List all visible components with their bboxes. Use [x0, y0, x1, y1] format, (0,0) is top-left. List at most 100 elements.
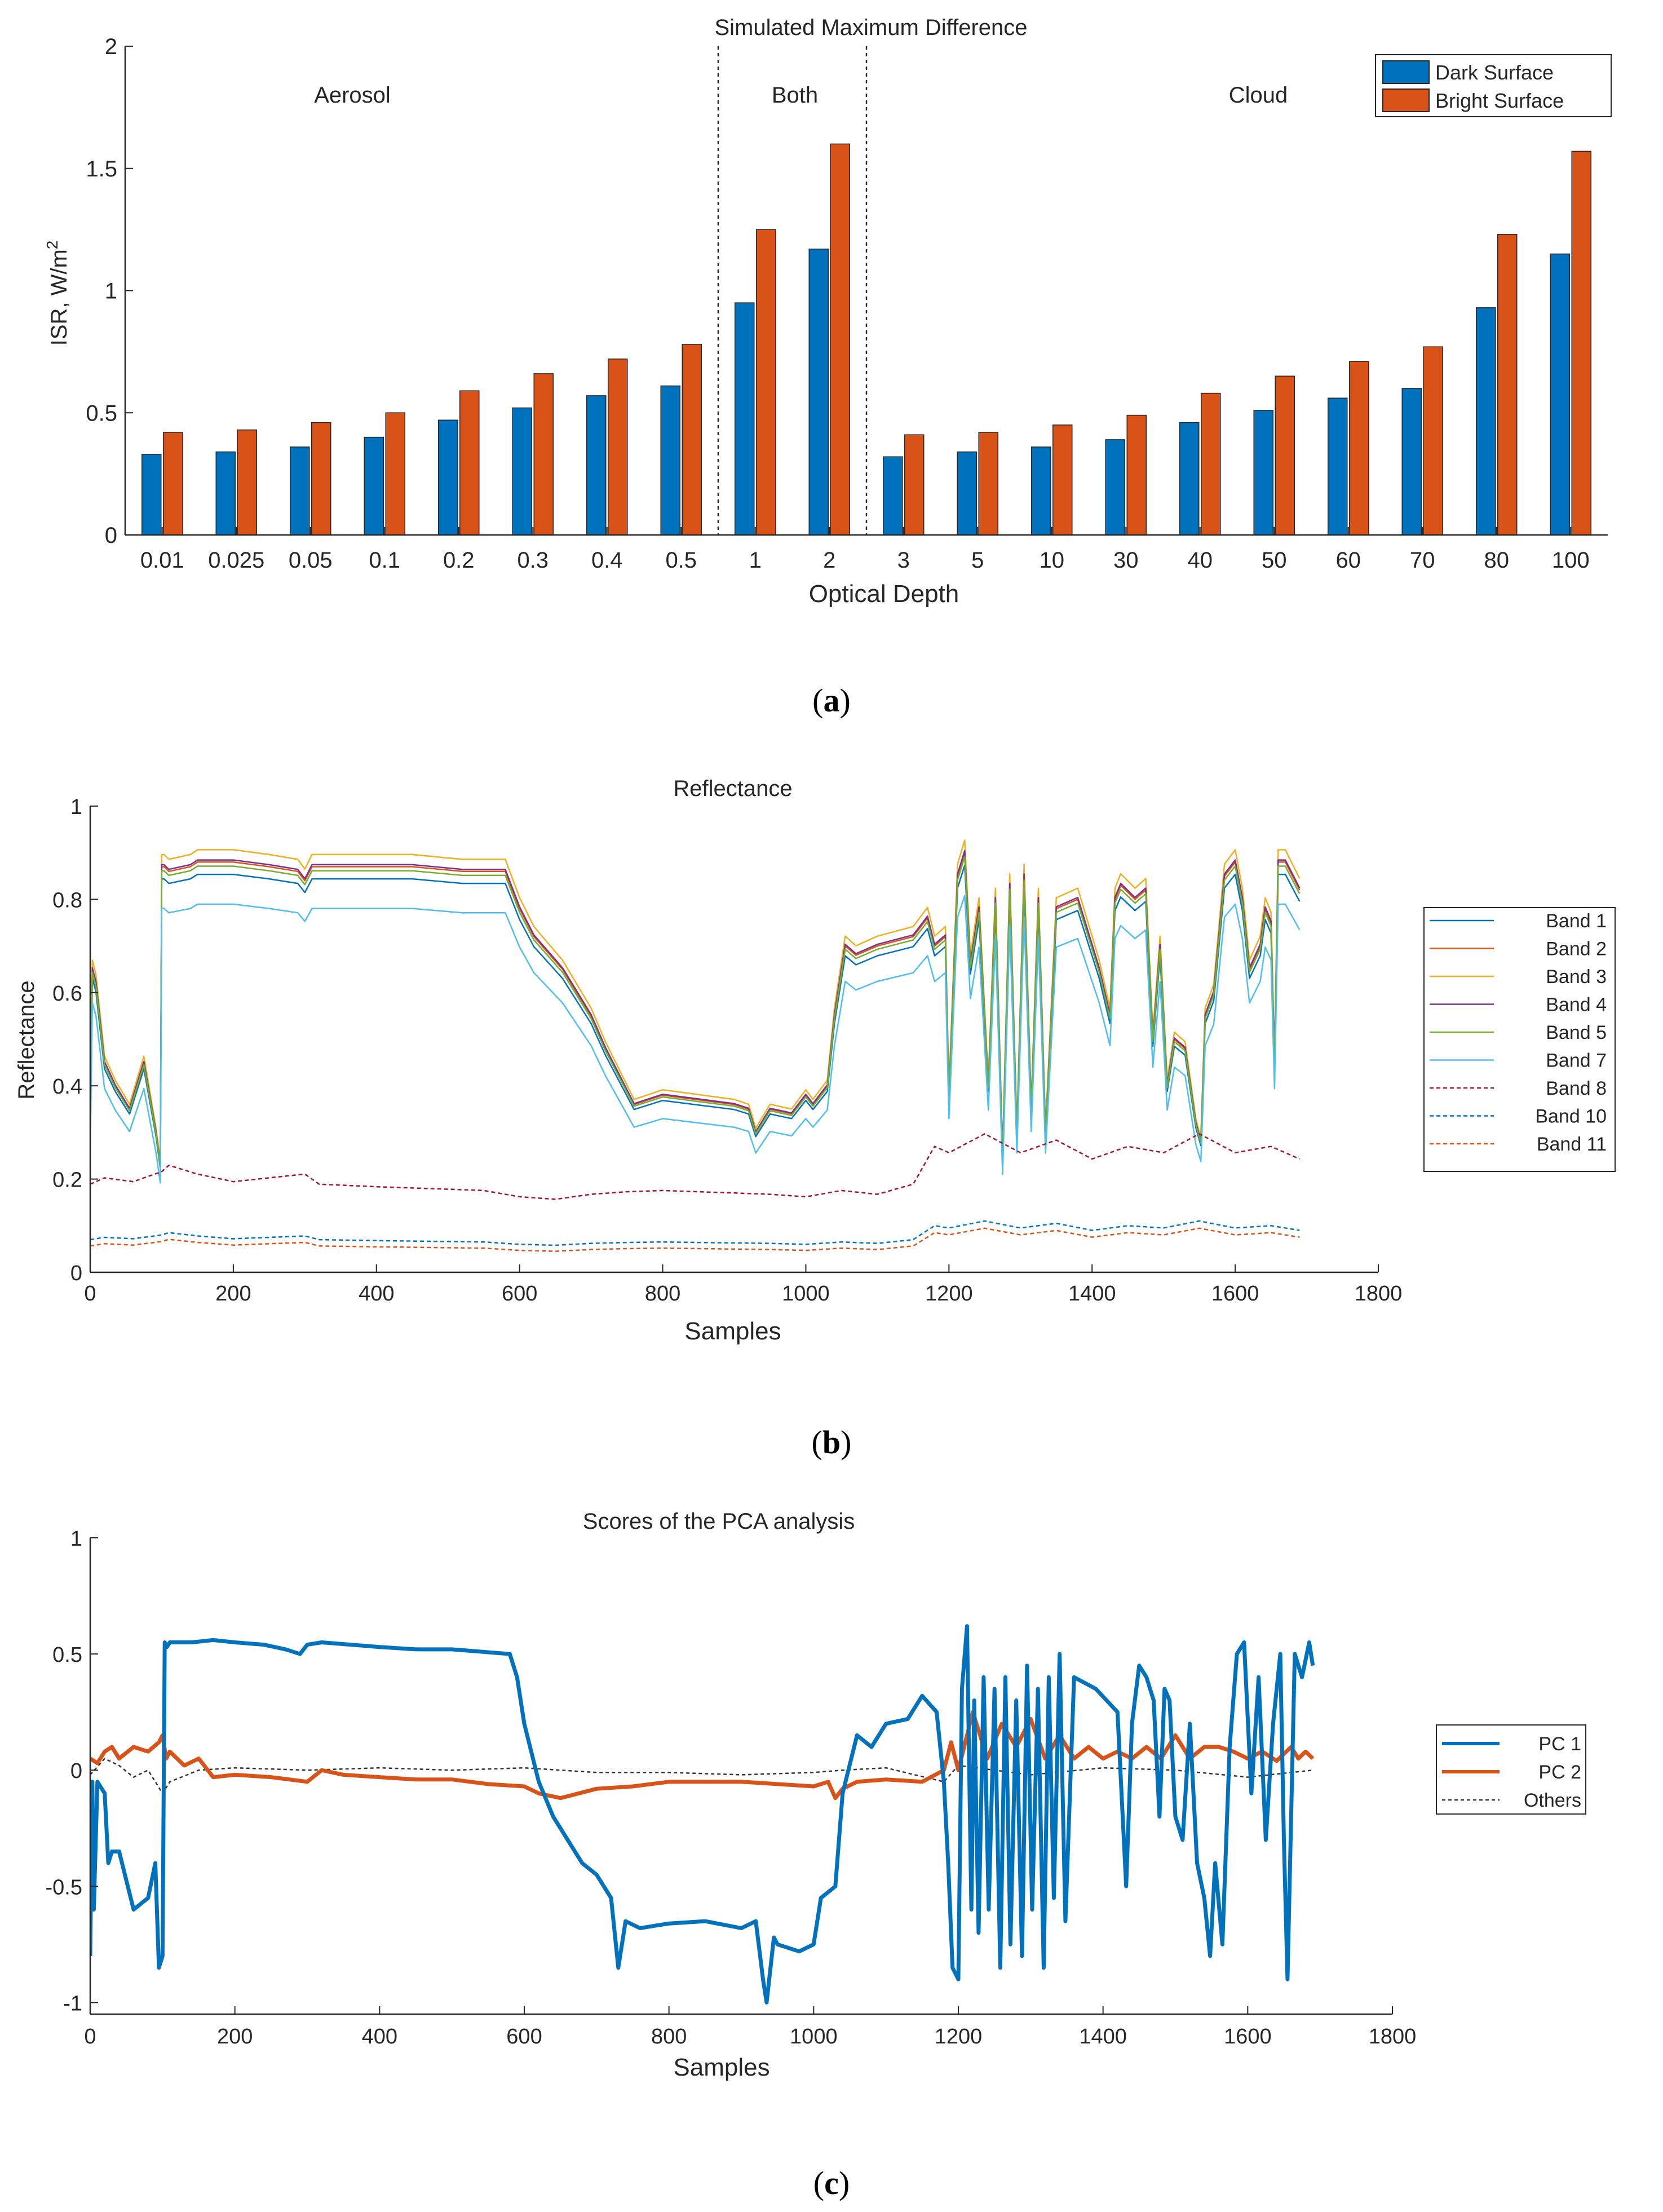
x-tick-label: 600 [506, 2025, 542, 2049]
reflectance-line-band-5 [90, 856, 1301, 1167]
legend-label: Band 7 [1546, 1050, 1607, 1072]
pca-score-lines [90, 1624, 1315, 2005]
pca-panel: Scores of the PCA analysis -1 -0.5 0 0.5 1 0… [46, 1509, 1586, 2201]
x-tick-label: 0 [84, 1282, 96, 1306]
bar-bright-surface [830, 143, 850, 536]
bar-dark-surface [586, 395, 607, 536]
bar-dark-surface [1550, 253, 1570, 536]
x-tick-label: 1 [749, 548, 762, 573]
y-tick-labels: -1 -0.5 0 0.5 1 [46, 1527, 82, 2015]
x-tick-label: 0 [84, 2025, 96, 2049]
y-tick-label: 0 [70, 1262, 82, 1285]
caption-b: (b) [812, 1424, 852, 1461]
bar-bright-surface [682, 344, 702, 536]
legend-label: Band 8 [1546, 1078, 1607, 1099]
bar-dark-surface [438, 419, 458, 536]
bar-legend: Dark Surface Bright Surface [1375, 54, 1612, 117]
bar-dark-surface [1105, 439, 1125, 536]
bar-dark-surface [1476, 307, 1496, 536]
x-tick-label: 2 [823, 548, 835, 573]
y-tick-labels: 0 0.5 1 1.5 2 [86, 34, 117, 548]
legend-label-dark: Dark Surface [1435, 61, 1554, 84]
x-tick-label: 70 [1410, 548, 1435, 573]
bar-dark-surface [883, 456, 903, 536]
reflectance-axes [89, 806, 1379, 1273]
x-tick-label: 0.1 [369, 548, 400, 573]
pca-line-pc-1 [90, 1624, 1315, 2005]
y-tick-label: 0 [105, 523, 117, 548]
x-tick-label: 50 [1262, 548, 1287, 573]
reflectance-legend: Band 1 Band 2 Band 3 Band 4 Band 5 Band 7 Band… [1423, 907, 1616, 1172]
bar-bright-surface [533, 373, 554, 536]
bar-dark-surface [364, 436, 384, 536]
bar-dark-surface [1401, 388, 1422, 536]
bar-bright-surface [904, 434, 925, 536]
caption-c-letter: c [824, 2165, 839, 2201]
bar-bright-surface [385, 412, 405, 536]
chart-c-title: Scores of the PCA analysis [583, 1509, 855, 1534]
bar-bright-surface [237, 429, 257, 536]
region-label-both: Both [772, 83, 818, 108]
bar-bright-surface [1052, 424, 1073, 536]
bar-dark-surface [512, 407, 532, 536]
x-tick-label: 200 [217, 2025, 253, 2049]
x-tick-label: 30 [1113, 548, 1139, 573]
caption-a: (a) [812, 682, 851, 719]
bar-bright-surface [163, 432, 183, 536]
y-tick-label: -0.5 [46, 1875, 82, 1899]
x-tick-label: 0.01 [140, 548, 184, 573]
x-tick-label: 200 [215, 1282, 251, 1306]
chart-a-title: Simulated Maximum Difference [714, 15, 1027, 40]
ylabel-main: ISR, W/m [47, 249, 72, 346]
bar-bright-surface [1126, 414, 1147, 536]
x-tick-label: 10 [1040, 548, 1065, 573]
legend-swatch-bright [1382, 89, 1430, 112]
legend-box [1423, 907, 1616, 1172]
y-tick-label: 2 [105, 34, 117, 59]
bar-chart-axes [124, 46, 1608, 536]
reflectance-line-band-11 [90, 1227, 1300, 1252]
y-tick-label: 0.5 [52, 1643, 82, 1667]
bar-dark-surface [290, 446, 310, 536]
bar-bright-surface [1275, 375, 1295, 536]
legend-label: PC 1 [1538, 1733, 1581, 1755]
chart-b-title: Reflectance [673, 776, 792, 801]
bar-bright-surface [1571, 151, 1591, 536]
x-tick-label: 60 [1336, 548, 1361, 573]
region-label-cloud: Cloud [1229, 83, 1288, 108]
x-tick-label: 800 [645, 1282, 680, 1306]
caption-b-letter: b [822, 1424, 841, 1461]
y-tick-label: 1 [105, 279, 117, 304]
x-tick-label: 0.4 [591, 548, 623, 573]
bar-dark-surface [1328, 397, 1348, 536]
legend-label: Band 3 [1546, 966, 1607, 988]
legend-label: Others [1524, 1790, 1581, 1811]
x-tick-label: 400 [359, 1282, 394, 1306]
bar-dark-surface [957, 451, 977, 536]
x-tick-label: 0.025 [208, 548, 264, 573]
y-tick-label: 0.8 [52, 888, 82, 912]
pca-axes [89, 1537, 1393, 2015]
reflectance-line-band-7 [90, 895, 1301, 1184]
legend-label: Band 4 [1546, 994, 1607, 1016]
x-tick-label: 800 [651, 2025, 687, 2049]
x-tick-label: 1200 [925, 1282, 973, 1306]
legend-label: Band 5 [1546, 1022, 1607, 1043]
x-tick-label: 1400 [1068, 1282, 1116, 1306]
bar-bright-surface [1201, 392, 1221, 536]
caption-c: (c) [813, 2165, 850, 2201]
bar-dark-surface [1179, 422, 1200, 536]
x-tick-labels: 0 200 400 600 800 1000 1200 1400 1600 1800 [84, 2025, 1416, 2049]
reflectance-line-band-2 [90, 852, 1301, 1166]
y-tick-label: 0.2 [52, 1169, 82, 1192]
x-tick-label: 3 [897, 548, 910, 573]
chart-b-xlabel: Samples [684, 1317, 781, 1345]
chart-c-xlabel: Samples [673, 2054, 769, 2081]
x-tick-label: 1000 [782, 1282, 830, 1306]
x-tick-label: 100 [1552, 548, 1590, 573]
y-tick-label: 0.5 [86, 401, 117, 426]
x-tick-label: 1600 [1224, 2025, 1272, 2049]
x-tick-label: 0.05 [289, 548, 333, 573]
bar-chart-panel: Simulated Maximum Difference 0 0.5 1 1.5 2 0… [43, 15, 1612, 719]
